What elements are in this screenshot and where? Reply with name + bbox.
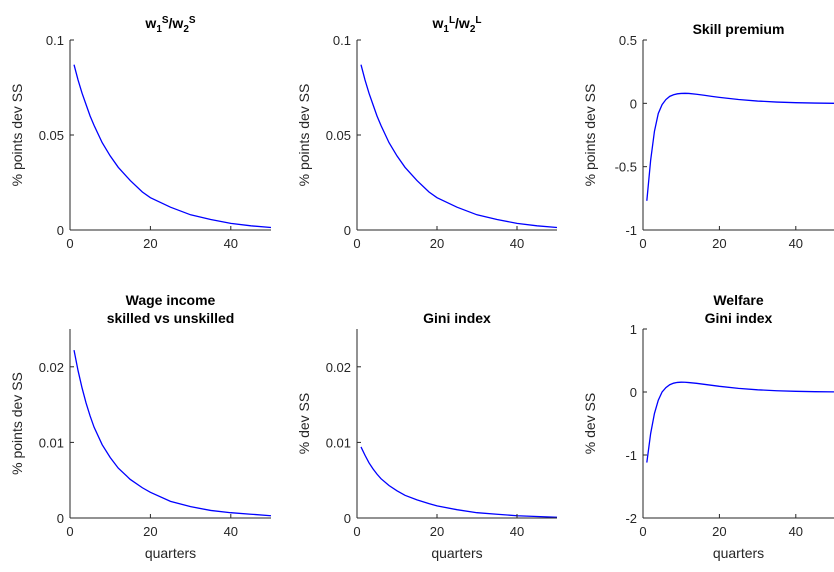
y-tick-label: 0.01 bbox=[326, 435, 351, 450]
x-tick-label: 20 bbox=[143, 524, 157, 539]
x-tick-label: 40 bbox=[224, 236, 238, 251]
x-axis-label: quarters bbox=[145, 545, 196, 561]
x-tick-label: 20 bbox=[430, 524, 444, 539]
x-tick-label: 0 bbox=[353, 524, 360, 539]
plot-area bbox=[357, 40, 557, 230]
series-line bbox=[360, 446, 557, 518]
y-tick-label: 1 bbox=[630, 322, 637, 337]
y-tick-label: 0.1 bbox=[333, 33, 351, 48]
series-line bbox=[73, 64, 271, 229]
x-tick-label: 0 bbox=[66, 236, 73, 251]
y-tick-label: 0 bbox=[344, 511, 351, 526]
y-tick-label: -2 bbox=[625, 511, 637, 526]
x-tick-label: 40 bbox=[789, 236, 803, 251]
x-tick-label: 40 bbox=[789, 524, 803, 539]
plot-area bbox=[70, 40, 271, 230]
y-tick-label: 0 bbox=[344, 223, 351, 238]
y-tick-label: -1 bbox=[625, 448, 637, 463]
series-line bbox=[73, 350, 271, 517]
y-tick-label: 0.05 bbox=[326, 128, 351, 143]
x-tick-label: 40 bbox=[510, 524, 524, 539]
plot-area bbox=[643, 40, 834, 230]
chart-title-line: Wage income bbox=[126, 292, 216, 308]
y-tick-label: 0 bbox=[630, 96, 637, 111]
subplot-5: 0 20 40 0 0.01 0.02 % dev SS quarters Gini index bbox=[296, 310, 557, 561]
subplot-1: 0 20 40 0 0.05 0.1 % points dev SS w1S/w2S bbox=[9, 15, 271, 251]
plot-area bbox=[70, 329, 271, 518]
y-tick-label: 0.02 bbox=[39, 360, 64, 375]
y-tick-label: 0.02 bbox=[326, 360, 351, 375]
chart-title-line: Gini index bbox=[705, 310, 773, 326]
subplot-6: 0 20 40 -2 -1 0 1 % dev SS quarters Welfare Gini i… bbox=[582, 292, 834, 561]
plot-area bbox=[357, 329, 557, 518]
x-tick-label: 0 bbox=[639, 524, 646, 539]
y-axis-label: % points dev SS bbox=[582, 84, 598, 187]
chart-title: Gini index bbox=[423, 310, 491, 326]
y-axis-label: % dev SS bbox=[296, 393, 312, 454]
chart-title-line: Welfare bbox=[713, 292, 764, 308]
chart-title: w1S/w2S bbox=[144, 15, 195, 35]
y-tick-label: 0.05 bbox=[39, 128, 64, 143]
x-tick-label: 40 bbox=[224, 524, 238, 539]
x-tick-label: 0 bbox=[66, 524, 73, 539]
y-tick-label: 0.01 bbox=[39, 435, 64, 450]
y-tick-label: 0.5 bbox=[619, 33, 637, 48]
x-tick-label: 40 bbox=[510, 236, 524, 251]
series-line bbox=[360, 64, 557, 229]
x-tick-label: 20 bbox=[712, 236, 726, 251]
plot-area bbox=[643, 329, 834, 518]
x-tick-label: 0 bbox=[353, 236, 360, 251]
series-line bbox=[646, 381, 834, 463]
series-line bbox=[646, 92, 834, 201]
y-tick-label: -0.5 bbox=[615, 160, 637, 175]
y-tick-label: 0 bbox=[57, 223, 64, 238]
x-tick-label: 20 bbox=[143, 236, 157, 251]
chart-title: w1L/w2L bbox=[431, 15, 481, 35]
chart-title-line: skilled vs unskilled bbox=[107, 310, 235, 326]
x-axis-label: quarters bbox=[713, 545, 764, 561]
x-tick-label: 20 bbox=[712, 524, 726, 539]
y-axis-label: % dev SS bbox=[582, 393, 598, 454]
y-axis-label: % points dev SS bbox=[9, 372, 25, 475]
y-tick-label: -1 bbox=[625, 223, 637, 238]
x-tick-label: 20 bbox=[430, 236, 444, 251]
chart-title: Skill premium bbox=[693, 21, 785, 37]
y-axis-label: % points dev SS bbox=[9, 84, 25, 187]
y-tick-label: 0 bbox=[57, 511, 64, 526]
subplot-3: 0 20 40 -1 -0.5 0 0.5 % points dev SS Skill prem… bbox=[582, 21, 834, 251]
x-axis-label: quarters bbox=[431, 545, 482, 561]
y-axis-label: % points dev SS bbox=[296, 84, 312, 187]
y-tick-label: 0 bbox=[630, 385, 637, 400]
subplot-2: 0 20 40 0 0.05 0.1 % points dev SS w1L/w2L bbox=[296, 15, 557, 251]
y-tick-label: 0.1 bbox=[46, 33, 64, 48]
x-tick-label: 0 bbox=[639, 236, 646, 251]
subplot-4: 0 20 40 0 0.01 0.02 % points dev SS quarters Wag… bbox=[9, 292, 271, 561]
